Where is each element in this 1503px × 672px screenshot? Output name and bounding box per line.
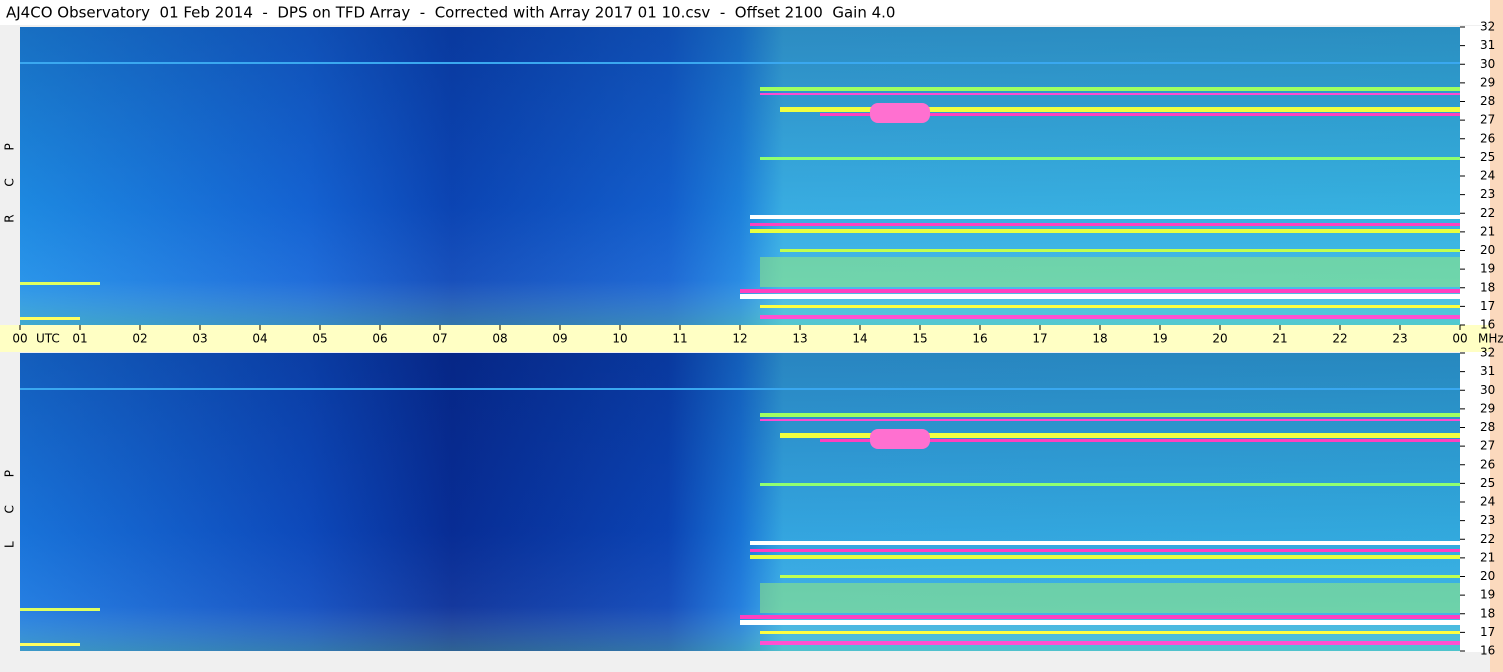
x-tick-label: 19 bbox=[1152, 332, 1167, 346]
x-tick-label: 00 bbox=[1452, 332, 1467, 346]
emission-bands bbox=[20, 27, 1460, 325]
x-tick-label: 16 bbox=[972, 332, 987, 346]
y-tick-label: 28 bbox=[1480, 420, 1495, 434]
title-bar bbox=[0, 0, 1503, 25]
x-tick-label: 02 bbox=[132, 332, 147, 346]
y-tick-label: 18 bbox=[1480, 280, 1495, 294]
panel-label: L C P bbox=[3, 458, 17, 548]
x-tick-label: 04 bbox=[252, 332, 267, 346]
x-tick-label: 00 bbox=[12, 332, 27, 346]
y-tick-label: 31 bbox=[1480, 364, 1495, 378]
y-tick-label: 26 bbox=[1480, 457, 1495, 471]
y-tick-label: 25 bbox=[1480, 150, 1495, 164]
right-strip bbox=[1490, 0, 1503, 672]
y-tick-label: 26 bbox=[1480, 131, 1495, 145]
x-tick-label: 11 bbox=[672, 332, 687, 346]
y-tick-label: 18 bbox=[1480, 606, 1495, 620]
y-tick-label: 21 bbox=[1480, 224, 1495, 238]
y-tick-label: 29 bbox=[1480, 401, 1495, 415]
y-tick-label: 23 bbox=[1480, 513, 1495, 527]
y-tick-label: 30 bbox=[1480, 57, 1495, 71]
y-tick-label: 24 bbox=[1480, 169, 1495, 183]
y-tick-label: 21 bbox=[1480, 550, 1495, 564]
x-tick-label: 23 bbox=[1392, 332, 1407, 346]
y-tick-label: 19 bbox=[1480, 588, 1495, 602]
y-tick-label: 22 bbox=[1480, 532, 1495, 546]
y-tick-label: 16 bbox=[1480, 318, 1495, 332]
y-tick-label: 28 bbox=[1480, 94, 1495, 108]
x-tick-label: 17 bbox=[1032, 332, 1047, 346]
y-tick-label: 19 bbox=[1480, 262, 1495, 276]
x-unit: UTC bbox=[36, 332, 60, 346]
y-unit: MHz bbox=[1478, 332, 1503, 346]
x-tick-label: 01 bbox=[72, 332, 87, 346]
y-tick-label: 24 bbox=[1480, 495, 1495, 509]
y-tick-label: 31 bbox=[1480, 38, 1495, 52]
y-tick-label: 27 bbox=[1480, 113, 1495, 127]
title: AJ4CO Observatory 01 Feb 2014 - DPS on T… bbox=[6, 4, 895, 22]
y-tick-label: 25 bbox=[1480, 476, 1495, 490]
x-tick-label: 07 bbox=[432, 332, 447, 346]
y-tick-label: 27 bbox=[1480, 439, 1495, 453]
x-tick-label: 22 bbox=[1332, 332, 1347, 346]
x-tick-label: 03 bbox=[192, 332, 207, 346]
x-tick-label: 05 bbox=[312, 332, 327, 346]
y-tick-label: 16 bbox=[1480, 644, 1495, 658]
y-tick-label: 17 bbox=[1480, 299, 1495, 313]
x-tick-label: 20 bbox=[1212, 332, 1227, 346]
x-tick-label: 21 bbox=[1272, 332, 1287, 346]
x-tick-label: 15 bbox=[912, 332, 927, 346]
panel-lcp bbox=[20, 353, 1460, 651]
x-tick-label: 08 bbox=[492, 332, 507, 346]
x-tick-label: 10 bbox=[612, 332, 627, 346]
y-tick-label: 29 bbox=[1480, 75, 1495, 89]
y-tick-label: 22 bbox=[1480, 206, 1495, 220]
panel-rcp bbox=[20, 27, 1460, 325]
x-tick-label: 18 bbox=[1092, 332, 1107, 346]
panel-label: R C P bbox=[3, 131, 17, 223]
y-tick-label: 20 bbox=[1480, 243, 1495, 257]
y-tick-label: 20 bbox=[1480, 569, 1495, 583]
y-tick-label: 17 bbox=[1480, 625, 1495, 639]
x-tick-label: 13 bbox=[792, 332, 807, 346]
x-tick-label: 12 bbox=[732, 332, 747, 346]
x-tick-label: 09 bbox=[552, 332, 567, 346]
time-axis-band bbox=[0, 325, 1490, 352]
x-tick-label: 06 bbox=[372, 332, 387, 346]
y-tick-label: 32 bbox=[1480, 20, 1495, 34]
y-tick-label: 23 bbox=[1480, 187, 1495, 201]
y-tick-label: 32 bbox=[1480, 346, 1495, 360]
y-tick-label: 30 bbox=[1480, 383, 1495, 397]
x-tick-label: 14 bbox=[852, 332, 867, 346]
emission-bands bbox=[20, 353, 1460, 651]
